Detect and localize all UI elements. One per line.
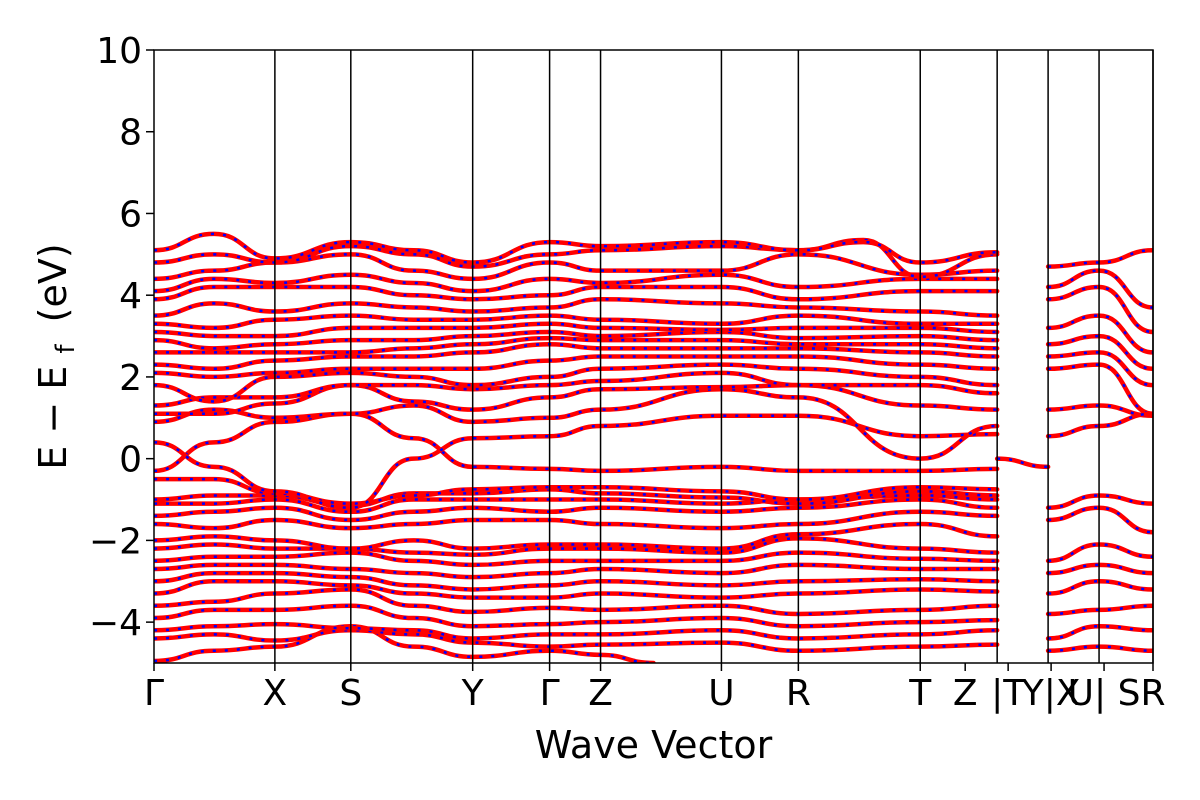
band-line-spin-up-2	[154, 621, 1000, 641]
x-tick-label-12: U| S	[1068, 673, 1141, 714]
y-axis-label-unit: (eV)	[31, 243, 75, 322]
band-line-spin-up-47	[1045, 562, 1153, 576]
x-tick-label-3: Y	[461, 673, 485, 714]
x-axis-label: Wave Vector	[535, 723, 773, 767]
band-line-spin-up-16	[154, 411, 1000, 474]
band-line-spin-up-34	[1045, 247, 1153, 269]
x-tick-label-8: T	[908, 673, 932, 714]
band-line-spin-down-16	[154, 412, 998, 473]
y-axis-label-main: E − E	[31, 366, 75, 470]
x-tick-label-6: U	[708, 673, 734, 714]
y-tick-label-0: −4	[89, 603, 142, 644]
x-tick-label-5: Z	[588, 673, 613, 714]
y-axis-ticks: −4 −2 0 2 4 6 8 10	[89, 31, 154, 644]
band-line-spin-up-46	[1045, 542, 1153, 564]
x-tick-label-10: |T	[991, 673, 1026, 714]
band-line-spin-up-50	[1045, 623, 1153, 641]
y-tick-label-6: 8	[119, 113, 142, 154]
x-tick-label-13: R	[1140, 673, 1165, 714]
x-tick-label-11: Y|X	[1021, 673, 1081, 714]
band-line-spin-up-28	[154, 297, 1000, 318]
band-line-spin-down-39	[1048, 351, 1153, 387]
band-line-spin-down-28	[154, 298, 998, 317]
x-tick-label-7: R	[786, 673, 811, 714]
x-tick-label-2: S	[339, 673, 362, 714]
y-tick-label-1: −2	[89, 521, 142, 562]
x-tick-label-9: Z	[953, 673, 978, 714]
x-tick-label-4: Γ	[540, 673, 560, 714]
band-line-spin-up-33	[154, 231, 1000, 265]
y-tick-label-4: 4	[119, 276, 142, 317]
band-line-spin-down-23	[154, 342, 998, 371]
band-line-spin-up-51	[1045, 644, 1153, 653]
kpoint-divider-lines	[274, 50, 1154, 663]
band-line-spin-up-22	[154, 354, 1000, 380]
band-line-spin-down-43	[997, 457, 1049, 469]
y-axis-label-sub: f	[51, 344, 81, 354]
y-tick-label-7: 10	[96, 31, 142, 72]
y-tick-label-5: 6	[119, 194, 142, 235]
band-line-spin-down-40	[1048, 363, 1153, 415]
plot-frame	[153, 49, 1154, 664]
y-tick-label-3: 2	[119, 358, 142, 399]
x-tick-label-1: X	[263, 673, 288, 714]
band-line-spin-up-21	[154, 362, 1000, 404]
band-line-spin-up-48	[1045, 579, 1153, 596]
x-tick-label-0: Γ	[144, 673, 164, 714]
band-line-spin-up-49	[1045, 603, 1153, 617]
band-line-spin-down-17	[154, 414, 998, 509]
y-axis-label: E − E f (eV)	[31, 243, 83, 469]
bands-layer	[154, 231, 1153, 663]
band-line-spin-down-15	[154, 477, 998, 505]
y-tick-label-2: 0	[119, 440, 142, 481]
band-line-spin-down-0	[154, 624, 654, 663]
band-line-spin-up-42	[1045, 411, 1153, 439]
